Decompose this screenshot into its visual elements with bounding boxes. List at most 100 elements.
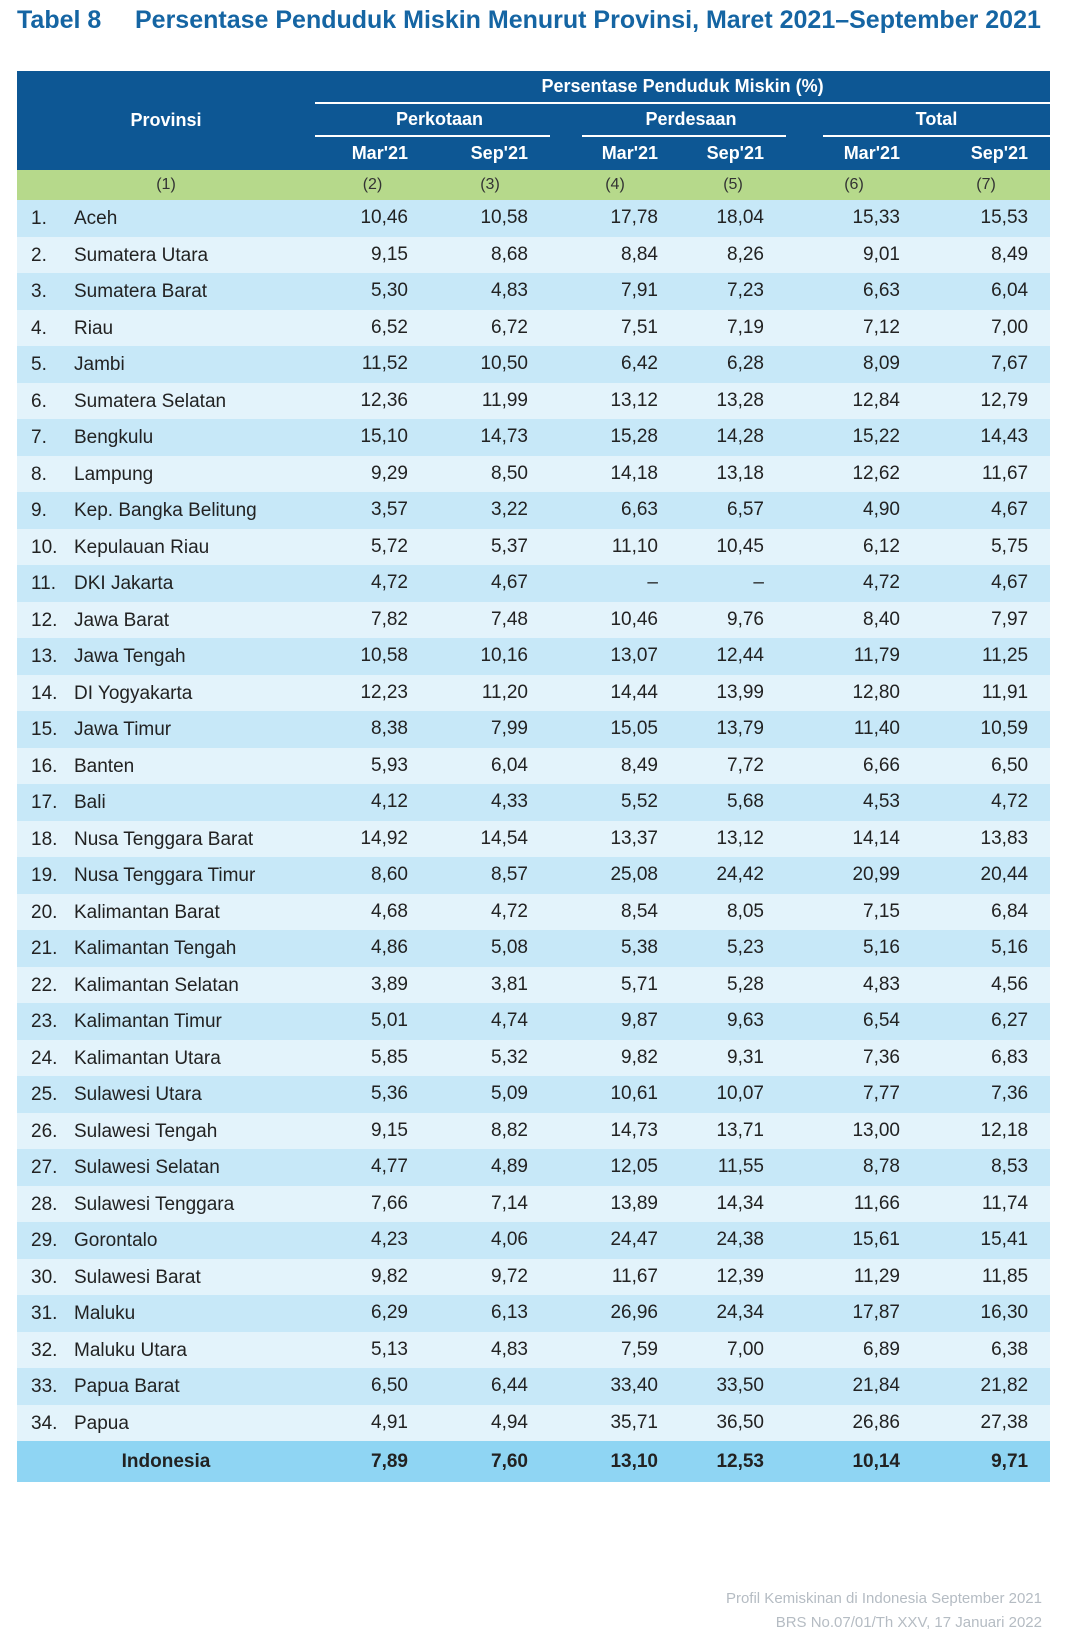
province-name: Jawa Timur <box>74 719 172 740</box>
value-cell: 8,49 <box>922 236 1051 273</box>
table-row: 3. Sumatera Barat 5,30 4,83 7,91 7,23 6,63 6,04 <box>17 273 1051 310</box>
table-row: 13. Jawa Tengah 10,58 10,16 13,07 12,44 11,79 1… <box>17 638 1051 675</box>
value-cell: 6,52 <box>315 309 430 346</box>
value-cell: 4,72 <box>430 893 550 930</box>
value-cell: 10,59 <box>922 711 1051 748</box>
value-cell: 7,91 <box>550 273 680 310</box>
value-cell: 15,28 <box>550 419 680 456</box>
table-row: 24. Kalimantan Utara 5,85 5,32 9,82 9,31 7,36 6… <box>17 1039 1051 1076</box>
table-row: 8. Lampung 9,29 8,50 14,18 13,18 12,62 11,67 <box>17 455 1051 492</box>
province-cell: 33. Papua Barat <box>17 1368 315 1405</box>
province-cell: 21. Kalimantan Tengah <box>17 930 315 967</box>
value-cell: 14,14 <box>786 820 922 857</box>
province-cell: 23. Kalimantan Timur <box>17 1003 315 1040</box>
value-cell: – <box>680 565 786 602</box>
province-cell: 20. Kalimantan Barat <box>17 893 315 930</box>
province-cell: 18. Nusa Tenggara Barat <box>17 820 315 857</box>
province-name: Kalimantan Tengah <box>74 938 237 959</box>
column-number: (3) <box>430 170 550 200</box>
value-cell: 5,85 <box>315 1039 430 1076</box>
value-cell: 36,50 <box>680 1404 786 1441</box>
province-name: Kepulauan Riau <box>74 536 210 558</box>
value-cell: 9,72 <box>430 1258 550 1295</box>
column-number: (2) <box>315 170 430 200</box>
value-cell: 9,29 <box>315 455 430 492</box>
province-cell: 25. Sulawesi Utara <box>17 1076 315 1113</box>
value-cell: 5,01 <box>315 1003 430 1040</box>
total-label: Indonesia <box>17 1441 315 1482</box>
province-name: Jawa Tengah <box>74 646 186 667</box>
value-cell: 14,43 <box>922 419 1051 456</box>
value-cell: 13,71 <box>680 1112 786 1149</box>
province-cell: 27. Sulawesi Selatan <box>17 1149 315 1186</box>
province-name: Maluku <box>74 1303 136 1324</box>
table-number: Tabel 8 <box>17 6 102 34</box>
value-cell: 7,00 <box>922 309 1051 346</box>
province-name: Gorontalo <box>74 1230 158 1251</box>
value-cell: 8,84 <box>550 236 680 273</box>
value-cell: 7,14 <box>430 1185 550 1222</box>
row-number: 24. <box>31 1047 58 1069</box>
value-cell: 8,60 <box>315 857 430 894</box>
value-cell: 5,75 <box>922 528 1051 565</box>
value-cell: 11,91 <box>922 674 1051 711</box>
header-period: Mar'21 <box>315 137 430 170</box>
value-cell: 15,33 <box>786 200 922 237</box>
footer-brs: BRS No.07/01/Th XXV, 17 Januari 2022 <box>775 1614 1042 1631</box>
table-row: 34. Papua 4,91 4,94 35,71 36,50 26,86 27,38 <box>17 1404 1051 1441</box>
value-cell: 7,48 <box>430 601 550 638</box>
value-cell: 18,04 <box>680 200 786 237</box>
value-cell: 24,47 <box>550 1222 680 1259</box>
row-number: 9. <box>31 500 47 521</box>
province-cell: 9. Kep. Bangka Belitung <box>17 492 315 529</box>
column-number-row: (1) (2) (3) (4) (5) (6) (7) <box>17 170 1051 200</box>
value-cell: 24,34 <box>680 1295 786 1332</box>
province-cell: 31. Maluku <box>17 1295 315 1332</box>
header-period: Sep'21 <box>922 137 1051 170</box>
total-value: 12,53 <box>680 1441 786 1482</box>
value-cell: 4,33 <box>430 784 550 821</box>
province-name: Kalimantan Timur <box>74 1011 222 1032</box>
value-cell: 8,78 <box>786 1149 922 1186</box>
value-cell: 4,56 <box>922 966 1051 1003</box>
value-cell: 4,94 <box>430 1404 550 1441</box>
row-number: 6. <box>31 390 47 412</box>
province-cell: 4. Riau <box>17 309 315 346</box>
column-number: (7) <box>922 170 1051 200</box>
value-cell: 26,96 <box>550 1295 680 1332</box>
value-cell: 7,00 <box>680 1331 786 1368</box>
value-cell: 14,18 <box>550 455 680 492</box>
value-cell: 5,23 <box>680 930 786 967</box>
value-cell: 5,71 <box>550 966 680 1003</box>
value-cell: 11,85 <box>922 1258 1051 1295</box>
value-cell: 11,67 <box>550 1258 680 1295</box>
value-cell: 6,27 <box>922 1003 1051 1040</box>
header-perdesaan: Perdesaan <box>550 104 800 137</box>
value-cell: 9,76 <box>680 601 786 638</box>
row-number: 22. <box>31 974 58 996</box>
header-period: Mar'21 <box>786 137 922 170</box>
row-number: 20. <box>31 901 58 923</box>
table-row: 23. Kalimantan Timur 5,01 4,74 9,87 9,63 6,54 6… <box>17 1003 1051 1040</box>
row-number: 21. <box>31 938 58 959</box>
value-cell: 9,15 <box>315 1112 430 1149</box>
table-row: 31. Maluku 6,29 6,13 26,96 24,34 17,87 16,30 <box>17 1295 1051 1332</box>
row-number: 26. <box>31 1120 58 1142</box>
value-cell: 3,22 <box>430 492 550 529</box>
table-row: 22. Kalimantan Selatan 3,89 3,81 5,71 5,28 4,8… <box>17 966 1051 1003</box>
value-cell: 6,12 <box>786 528 922 565</box>
value-cell: 13,00 <box>786 1112 922 1149</box>
table-row: 29. Gorontalo 4,23 4,06 24,47 24,38 15,61 15,41 <box>17 1222 1051 1259</box>
value-cell: 12,05 <box>550 1149 680 1186</box>
value-cell: 6,28 <box>680 346 786 383</box>
value-cell: 5,16 <box>786 930 922 967</box>
value-cell: 9,82 <box>315 1258 430 1295</box>
province-name: DKI Jakarta <box>74 573 174 594</box>
province-name: Jambi <box>74 354 125 375</box>
value-cell: 7,72 <box>680 747 786 784</box>
value-cell: 20,99 <box>786 857 922 894</box>
row-number: 2. <box>31 244 47 266</box>
value-cell: 3,81 <box>430 966 550 1003</box>
header-perkotaan: Perkotaan <box>315 104 564 137</box>
province-name: Sumatera Barat <box>74 281 208 302</box>
